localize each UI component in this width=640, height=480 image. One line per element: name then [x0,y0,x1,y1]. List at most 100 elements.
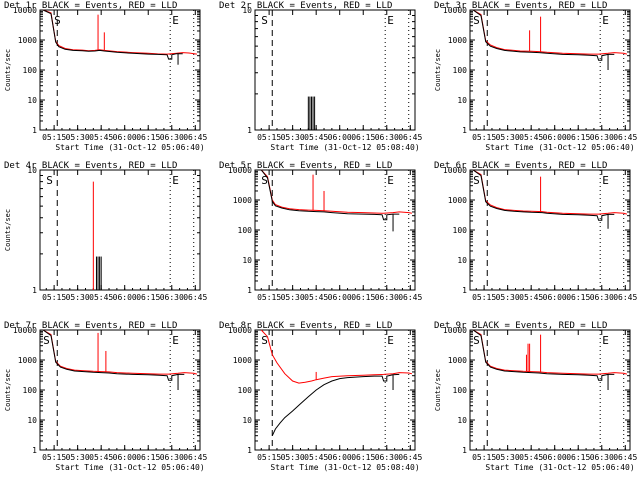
x-tick-label: 06:15 [566,293,590,302]
events-line [472,9,615,61]
x-tick-label: 05:15 [42,453,66,462]
x-tick-label: 06:45 [613,293,637,302]
start-marker: S [473,334,480,347]
x-tick-label: 06:15 [136,293,160,302]
start-marker: S [473,174,480,187]
x-tick-label: 06:15 [136,133,160,142]
y-tick-label: 1 [462,126,467,135]
y-tick-label: 10 [457,96,467,105]
lld-series [42,329,198,375]
start-marker: S [261,14,268,27]
events-line [271,373,400,436]
y-tick-label: 1 [247,286,252,295]
x-tick-label: 06:00 [328,293,352,302]
plot-frame [254,9,416,131]
panel-title: Det 2r BLACK = Events, RED = LLD [219,1,392,11]
y-tick-label: 10000 [228,166,252,175]
x-tick-label: 05:30 [66,293,90,302]
x-tick-label: 05:30 [66,133,90,142]
start-marker: S [261,334,268,347]
y-tick-label: 100 [453,226,468,235]
lld-line [42,9,197,55]
events-series [42,9,183,65]
x-tick-label: 06:30 [590,133,614,142]
y-tick-label: 10 [27,416,37,425]
y-tick-label: 100 [23,66,38,75]
y-tick-label: 100 [453,66,468,75]
x-tick-label: 06:30 [375,453,399,462]
events-line [260,169,400,221]
panel-title: Det 7r BLACK = Events, RED = LLD [4,321,177,331]
panel-title: Det 5r BLACK = Events, RED = LLD [219,161,392,171]
x-tick-label: 05:30 [496,293,520,302]
panel-3: Det 3r BLACK = Events, RED = LLD 1 10 100 10… [434,1,638,152]
panel-6: Det 6r BLACK = Events, RED = LLD 1 10 100 10… [434,161,638,302]
y-axis-label: Counts/sec [4,49,12,91]
events-series [307,96,316,130]
x-tick-label: 05:30 [281,453,305,462]
y-tick-label: 10000 [13,326,37,335]
y-tick-label: 10000 [443,166,467,175]
x-tick-label: 05:45 [304,133,328,142]
events-series [260,169,400,232]
panel-4: Det 4r BLACK = Events, RED = LLD 1 10 05:15… [4,161,208,302]
x-tick-label: 06:45 [613,453,637,462]
y-tick-label: 10 [242,416,252,425]
y-tick-label: 10 [242,6,252,15]
y-axis-label: Counts/sec [434,49,442,91]
x-axis-label: Start Time (31-Oct-12 05:06:40) [485,143,634,152]
x-tick-label: 05:15 [472,133,496,142]
y-axis-label: Counts/sec [4,369,12,411]
lld-line [260,329,413,384]
events-series [95,256,102,290]
end-marker: E [602,14,609,27]
events-line [42,329,185,381]
x-axis-label: Start Time (31-Oct-12 05:06:40) [55,143,204,152]
y-tick-label: 10 [457,416,467,425]
x-tick-label: 05:45 [89,453,113,462]
plot-frame [254,169,416,291]
y-tick-label: 10000 [228,326,252,335]
events-line [42,9,183,60]
plot-frame [254,329,416,451]
lld-series [472,9,628,55]
x-tick-label: 06:45 [613,133,637,142]
x-tick-label: 05:15 [257,133,281,142]
y-tick-label: 10 [27,96,37,105]
x-tick-label: 05:45 [89,293,113,302]
y-tick-label: 10 [457,256,467,265]
lld-series [260,329,413,384]
x-tick-label: 05:30 [281,293,305,302]
events-series [271,373,400,436]
panel-8: Det 8r BLACK = Events, RED = LLD 1 10 100 10… [219,321,423,472]
x-axis-label: Start Time (31-Oct-12 05:08:40) [270,143,419,152]
x-tick-label: 05:30 [496,133,520,142]
y-tick-label: 1000 [18,356,37,365]
x-tick-label: 06:15 [351,133,375,142]
start-marker: S [43,334,50,347]
y-tick-label: 10000 [443,6,467,15]
x-tick-label: 05:45 [304,453,328,462]
panel-title: Det 9r BLACK = Events, RED = LLD [434,321,607,331]
y-tick-label: 1000 [233,196,252,205]
x-tick-label: 06:15 [351,453,375,462]
panel-title: Det 6r BLACK = Events, RED = LLD [434,161,607,171]
y-tick-label: 1 [32,446,37,455]
x-tick-label: 06:30 [160,293,184,302]
lld-line [472,329,628,375]
y-tick-label: 1000 [448,36,467,45]
panel-title: Det 1r BLACK = Events, RED = LLD [4,1,177,11]
y-tick-label: 1 [462,286,467,295]
x-tick-label: 05:15 [472,453,496,462]
y-tick-label: 1 [32,286,37,295]
lld-series [472,169,628,215]
events-series [472,169,615,229]
plot-frame [469,169,631,291]
x-tick-label: 05:45 [519,133,543,142]
panel-title: Det 3r BLACK = Events, RED = LLD [434,1,607,11]
panel-1: Det 1r BLACK = Events, RED = LLD 1 10 100 10… [4,1,208,152]
y-tick-label: 1000 [233,356,252,365]
lld-series [472,329,628,375]
y-tick-label: 10000 [13,6,37,15]
x-tick-label: 05:30 [66,453,90,462]
